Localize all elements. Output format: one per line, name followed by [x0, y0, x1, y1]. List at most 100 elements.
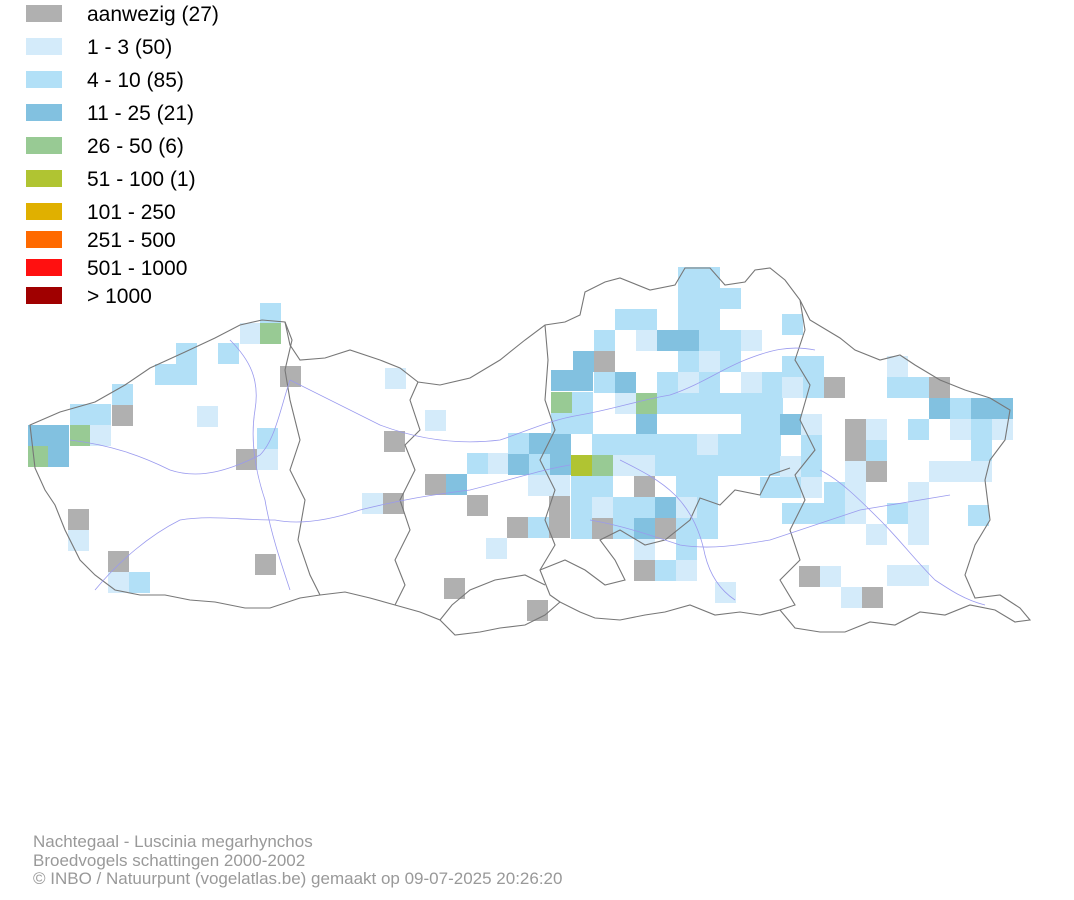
- grid-cell: [760, 477, 781, 498]
- grid-cell: [699, 330, 720, 351]
- river-5: [589, 494, 951, 548]
- grid-cells: [28, 267, 1013, 621]
- grid-cell: [866, 461, 887, 482]
- grid-cell: [68, 509, 89, 530]
- grid-cell: [676, 560, 697, 581]
- grid-cell: [48, 446, 69, 467]
- grid-cell: [801, 414, 822, 435]
- province-border-3: [539, 324, 561, 603]
- grid-cell: [572, 370, 593, 391]
- grid-cell: [571, 497, 592, 518]
- grid-cell: [529, 433, 550, 454]
- grid-cell: [720, 288, 741, 309]
- grid-cell: [572, 392, 593, 413]
- grid-cell: [845, 482, 866, 503]
- grid-cell: [845, 419, 866, 440]
- grid-cell: [720, 330, 741, 351]
- grid-cell: [801, 435, 822, 456]
- grid-cell: [929, 461, 950, 482]
- legend-label: 251 - 500: [87, 229, 176, 252]
- legend-label: 4 - 10 (85): [87, 69, 184, 92]
- grid-cell: [634, 476, 655, 497]
- legend-label: aanwezig (27): [87, 3, 219, 26]
- grid-cell: [197, 406, 218, 427]
- grid-cell: [741, 372, 762, 393]
- grid-cell: [699, 267, 720, 288]
- grid-cell: [551, 413, 572, 434]
- river-2: [94, 464, 571, 591]
- legend-label: > 1000: [87, 285, 152, 308]
- legend-item: 26 - 50 (6): [26, 135, 346, 161]
- grid-cell: [425, 410, 446, 431]
- legend-swatch: [26, 71, 62, 88]
- legend-swatch: [26, 38, 62, 55]
- grid-cell: [697, 434, 718, 455]
- grid-cell: [676, 518, 697, 539]
- legend-item: > 1000: [26, 285, 346, 311]
- grid-cell: [385, 368, 406, 389]
- grid-cell: [820, 566, 841, 587]
- grid-cell: [678, 372, 699, 393]
- grid-cell: [571, 518, 592, 539]
- grid-cell: [782, 314, 803, 335]
- grid-cell: [950, 419, 971, 440]
- grid-cell: [676, 539, 697, 560]
- grid-cell: [446, 474, 467, 495]
- grid-cell: [718, 434, 739, 455]
- grid-cell: [697, 518, 718, 539]
- grid-cell: [887, 503, 908, 524]
- grid-cell: [741, 414, 762, 435]
- grid-cell: [841, 587, 862, 608]
- legend-label: 51 - 100 (1): [87, 168, 196, 191]
- grid-cell: [636, 330, 657, 351]
- grid-cell: [155, 364, 176, 385]
- province-border-2: [394, 381, 421, 606]
- grid-cell: [678, 309, 699, 330]
- grid-cell: [950, 461, 971, 482]
- grid-cell: [950, 398, 971, 419]
- grid-cell: [527, 600, 548, 621]
- grid-cell: [488, 453, 509, 474]
- grid-cell: [240, 323, 261, 344]
- legend-item: 501 - 1000: [26, 257, 346, 283]
- grid-cell: [634, 434, 655, 455]
- grid-cell: [176, 364, 197, 385]
- legend-swatch: [26, 231, 62, 248]
- grid-cell: [657, 330, 678, 351]
- grid-cell: [571, 455, 592, 476]
- grid-cell: [720, 351, 741, 372]
- grid-cell: [824, 377, 845, 398]
- grid-cell: [592, 455, 613, 476]
- legend-item: 1 - 3 (50): [26, 36, 346, 62]
- grid-cell: [551, 392, 572, 413]
- grid-cell: [176, 343, 197, 364]
- grid-cell: [613, 434, 634, 455]
- grid-cell: [699, 288, 720, 309]
- grid-cell: [992, 419, 1013, 440]
- grid-cell: [634, 497, 655, 518]
- grid-cell: [699, 351, 720, 372]
- grid-cell: [697, 476, 718, 497]
- grid-cell: [615, 309, 636, 330]
- grid-cell: [908, 565, 929, 586]
- legend-label: 101 - 250: [87, 201, 176, 224]
- grid-cell: [760, 434, 781, 455]
- grid-cell: [908, 503, 929, 524]
- grid-cell: [551, 370, 572, 391]
- legend-item: 11 - 25 (21): [26, 102, 346, 128]
- grid-cell: [782, 503, 803, 524]
- grid-cell: [507, 517, 528, 538]
- grid-cell: [803, 377, 824, 398]
- grid-cell: [573, 351, 594, 372]
- river-7: [619, 459, 736, 601]
- grid-cell: [780, 456, 801, 477]
- grid-cell: [762, 414, 783, 435]
- grid-cell: [741, 393, 762, 414]
- river-3: [289, 379, 581, 443]
- grid-cell: [444, 578, 465, 599]
- grid-cell: [655, 518, 676, 539]
- legend-swatch: [26, 259, 62, 276]
- province-border-6: [439, 574, 546, 621]
- grid-cell: [678, 351, 699, 372]
- grid-cell: [90, 404, 111, 425]
